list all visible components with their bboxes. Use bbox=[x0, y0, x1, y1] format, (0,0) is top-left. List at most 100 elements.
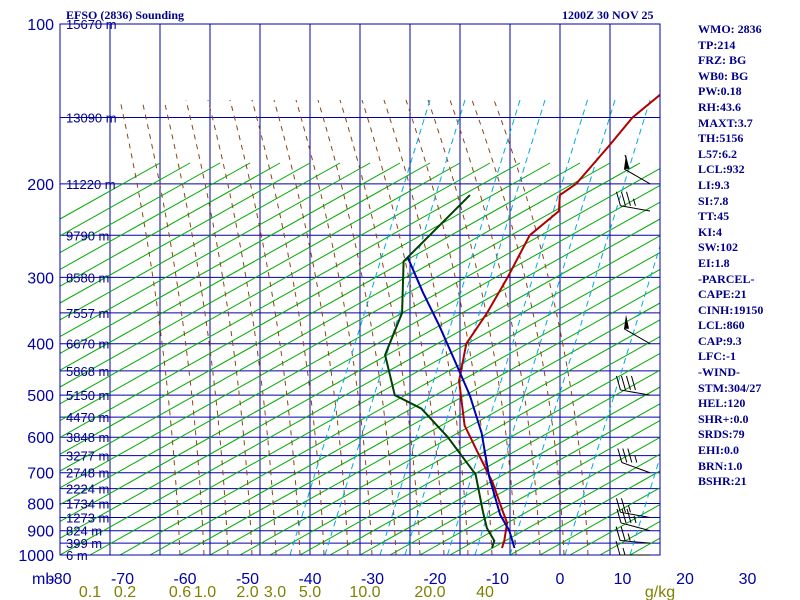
stat-item: MAXT:3.7 bbox=[698, 115, 753, 130]
stat-item: FRZ: BG bbox=[698, 53, 747, 68]
dry-adiabat bbox=[60, 162, 401, 354]
plot-area bbox=[60, 24, 660, 555]
mixing-ratio-line bbox=[404, 99, 546, 555]
moist-adiabat bbox=[163, 99, 229, 555]
temperature-tick-label: -30 bbox=[361, 571, 384, 588]
moist-adiabat bbox=[185, 99, 253, 555]
mixing-ratio-unit: g/kg bbox=[645, 584, 675, 600]
dry-adiabat bbox=[299, 352, 660, 555]
sounding-datetime: 1200Z 30 NOV 25 bbox=[562, 8, 654, 22]
dry-adiabat bbox=[60, 168, 660, 506]
height-label: 6 m bbox=[66, 548, 88, 563]
station-title: EFSO (2836) Sounding bbox=[66, 8, 185, 22]
stat-item: LCL:932 bbox=[698, 162, 745, 177]
stat-item: WB0: BG bbox=[698, 68, 749, 83]
dry-adiabat bbox=[60, 162, 281, 287]
temperature-line bbox=[458, 93, 660, 549]
stat-item: SW:102 bbox=[698, 240, 739, 255]
dry-adiabat bbox=[329, 369, 660, 555]
pressure-tick-label: 500 bbox=[27, 388, 54, 405]
pressure-tick-label: 100 bbox=[27, 17, 54, 34]
y-axis-label: mb bbox=[32, 571, 54, 588]
mixing-ratio-label: 40 bbox=[476, 584, 494, 600]
mixing-ratio-label: 2.0 bbox=[236, 584, 258, 600]
stat-item: CAP:9.3 bbox=[698, 333, 742, 348]
stat-item: STM:304/27 bbox=[698, 380, 762, 395]
parcel-line bbox=[406, 256, 516, 549]
pressure-tick-label: 800 bbox=[27, 497, 54, 514]
pressure-tick-label: 400 bbox=[27, 337, 54, 354]
dry-adiabat bbox=[60, 162, 611, 472]
temperature-tick-label: -20 bbox=[423, 571, 446, 588]
stat-item: L57:6.2 bbox=[698, 146, 737, 161]
mixing-ratio-label: 10.0 bbox=[349, 584, 380, 600]
moist-adiabat bbox=[361, 99, 445, 555]
dry-adiabat bbox=[60, 162, 311, 304]
stat-item: LI:9.3 bbox=[698, 177, 730, 192]
stats-panel: WMO: 2836 TP:214 FRZ: BG WB0: BG PW:0.18 RH:4… bbox=[698, 22, 798, 490]
mixing-ratio-label: 5.0 bbox=[299, 584, 321, 600]
dry-adiabat bbox=[419, 420, 660, 555]
stat-item: EHI:0.0 bbox=[698, 443, 740, 458]
moist-adiabat bbox=[141, 99, 205, 555]
dry-adiabat bbox=[60, 201, 660, 539]
stat-item: WMO: 2836 bbox=[698, 22, 762, 36]
dry-adiabat bbox=[359, 386, 660, 555]
pressure-tick-label: 600 bbox=[27, 430, 54, 447]
mixing-ratio-label: 1.0 bbox=[194, 584, 216, 600]
wind-barb bbox=[615, 375, 651, 396]
wind-barb bbox=[615, 191, 651, 212]
wind-barb bbox=[623, 154, 651, 185]
stat-item: SI:7.8 bbox=[698, 193, 729, 208]
moist-adiabat bbox=[427, 99, 517, 555]
dry-adiabat bbox=[60, 218, 660, 555]
dry-adiabat bbox=[539, 487, 660, 555]
dry-adiabat bbox=[239, 319, 660, 555]
moist-adiabat bbox=[405, 99, 493, 555]
mixing-ratio-label: 0.1 bbox=[79, 584, 101, 600]
temperature-tick-label: -60 bbox=[173, 571, 196, 588]
dry-adiabat bbox=[60, 162, 251, 270]
height-label: 824 m bbox=[66, 524, 102, 539]
wind-barb bbox=[623, 314, 651, 345]
dry-adiabat bbox=[209, 302, 660, 555]
dry-adiabat bbox=[449, 436, 660, 555]
plot-frame bbox=[59, 23, 661, 556]
dry-adiabat bbox=[479, 453, 660, 555]
wind-barb bbox=[615, 526, 651, 544]
height-label: 2224 m bbox=[66, 482, 109, 497]
mixing-ratio-label: 3.0 bbox=[264, 584, 286, 600]
moist-adiabat bbox=[229, 99, 301, 555]
moist-adiabat bbox=[449, 99, 541, 555]
temperature-tick-label: -40 bbox=[298, 571, 321, 588]
mixing-ratio-label: 20.0 bbox=[414, 584, 445, 600]
height-label: 5150 m bbox=[66, 388, 109, 403]
pressure-tick-label: 700 bbox=[27, 466, 54, 483]
height-label: 5868 m bbox=[66, 364, 109, 379]
dry-adiabat bbox=[509, 470, 660, 555]
height-label: 13090 m bbox=[66, 111, 117, 126]
dry-adiabat bbox=[60, 162, 431, 371]
dry-adiabat bbox=[60, 162, 341, 321]
stat-item: SHR+:0.0 bbox=[698, 411, 749, 426]
stat-item: RH:43.6 bbox=[698, 99, 741, 114]
pressure-tick-label: 300 bbox=[27, 270, 54, 287]
height-label: 2748 m bbox=[66, 466, 109, 481]
temperature-tick-label: -50 bbox=[236, 571, 259, 588]
height-label: 4470 m bbox=[66, 410, 109, 425]
height-label: 9790 m bbox=[66, 228, 109, 243]
pressure-tick-label: 200 bbox=[27, 177, 54, 194]
temperature-tick-label: 30 bbox=[739, 571, 757, 588]
height-label: 11220 m bbox=[66, 177, 116, 192]
dry-adiabat bbox=[60, 162, 581, 455]
moist-adiabat bbox=[251, 99, 325, 555]
moist-adiabat bbox=[295, 99, 373, 555]
moist-adiabat bbox=[471, 99, 565, 555]
dry-adiabat bbox=[60, 162, 491, 405]
stat-item: BSHR:21 bbox=[698, 474, 747, 489]
dry-adiabat bbox=[60, 162, 641, 489]
dry-adiabat bbox=[60, 162, 461, 388]
dry-adiabat bbox=[60, 162, 371, 338]
height-label: 15670 m bbox=[66, 17, 117, 32]
